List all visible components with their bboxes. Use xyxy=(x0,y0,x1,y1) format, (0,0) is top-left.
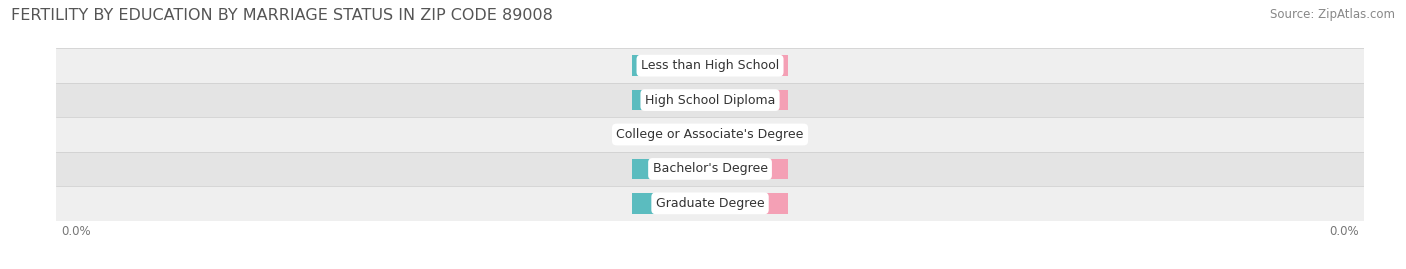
Bar xyxy=(631,124,710,145)
Bar xyxy=(631,193,710,214)
Text: 0.0%: 0.0% xyxy=(734,61,765,71)
Text: Less than High School: Less than High School xyxy=(641,59,779,72)
Bar xyxy=(710,90,789,110)
Text: High School Diploma: High School Diploma xyxy=(645,94,775,107)
Text: 0.0%: 0.0% xyxy=(734,164,765,174)
Text: 0.0%: 0.0% xyxy=(655,164,686,174)
Bar xyxy=(0,117,1406,152)
Bar xyxy=(0,152,1406,186)
Text: 0.0%: 0.0% xyxy=(655,129,686,140)
Text: Graduate Degree: Graduate Degree xyxy=(655,197,765,210)
Bar xyxy=(710,193,789,214)
Bar xyxy=(710,55,789,76)
Bar xyxy=(631,90,710,110)
Text: 0.0%: 0.0% xyxy=(734,129,765,140)
Bar xyxy=(0,186,1406,221)
Text: 0.0%: 0.0% xyxy=(655,61,686,71)
Bar xyxy=(0,83,1406,117)
Bar xyxy=(710,124,789,145)
Text: 0.0%: 0.0% xyxy=(655,95,686,105)
Bar xyxy=(710,159,789,179)
Text: Source: ZipAtlas.com: Source: ZipAtlas.com xyxy=(1270,8,1395,21)
Bar xyxy=(0,48,1406,83)
Text: 0.0%: 0.0% xyxy=(655,198,686,208)
Text: College or Associate's Degree: College or Associate's Degree xyxy=(616,128,804,141)
Text: 0.0%: 0.0% xyxy=(734,198,765,208)
Text: 0.0%: 0.0% xyxy=(734,95,765,105)
Bar xyxy=(631,55,710,76)
Text: FERTILITY BY EDUCATION BY MARRIAGE STATUS IN ZIP CODE 89008: FERTILITY BY EDUCATION BY MARRIAGE STATU… xyxy=(11,8,553,23)
Text: Bachelor's Degree: Bachelor's Degree xyxy=(652,162,768,175)
Bar xyxy=(631,159,710,179)
